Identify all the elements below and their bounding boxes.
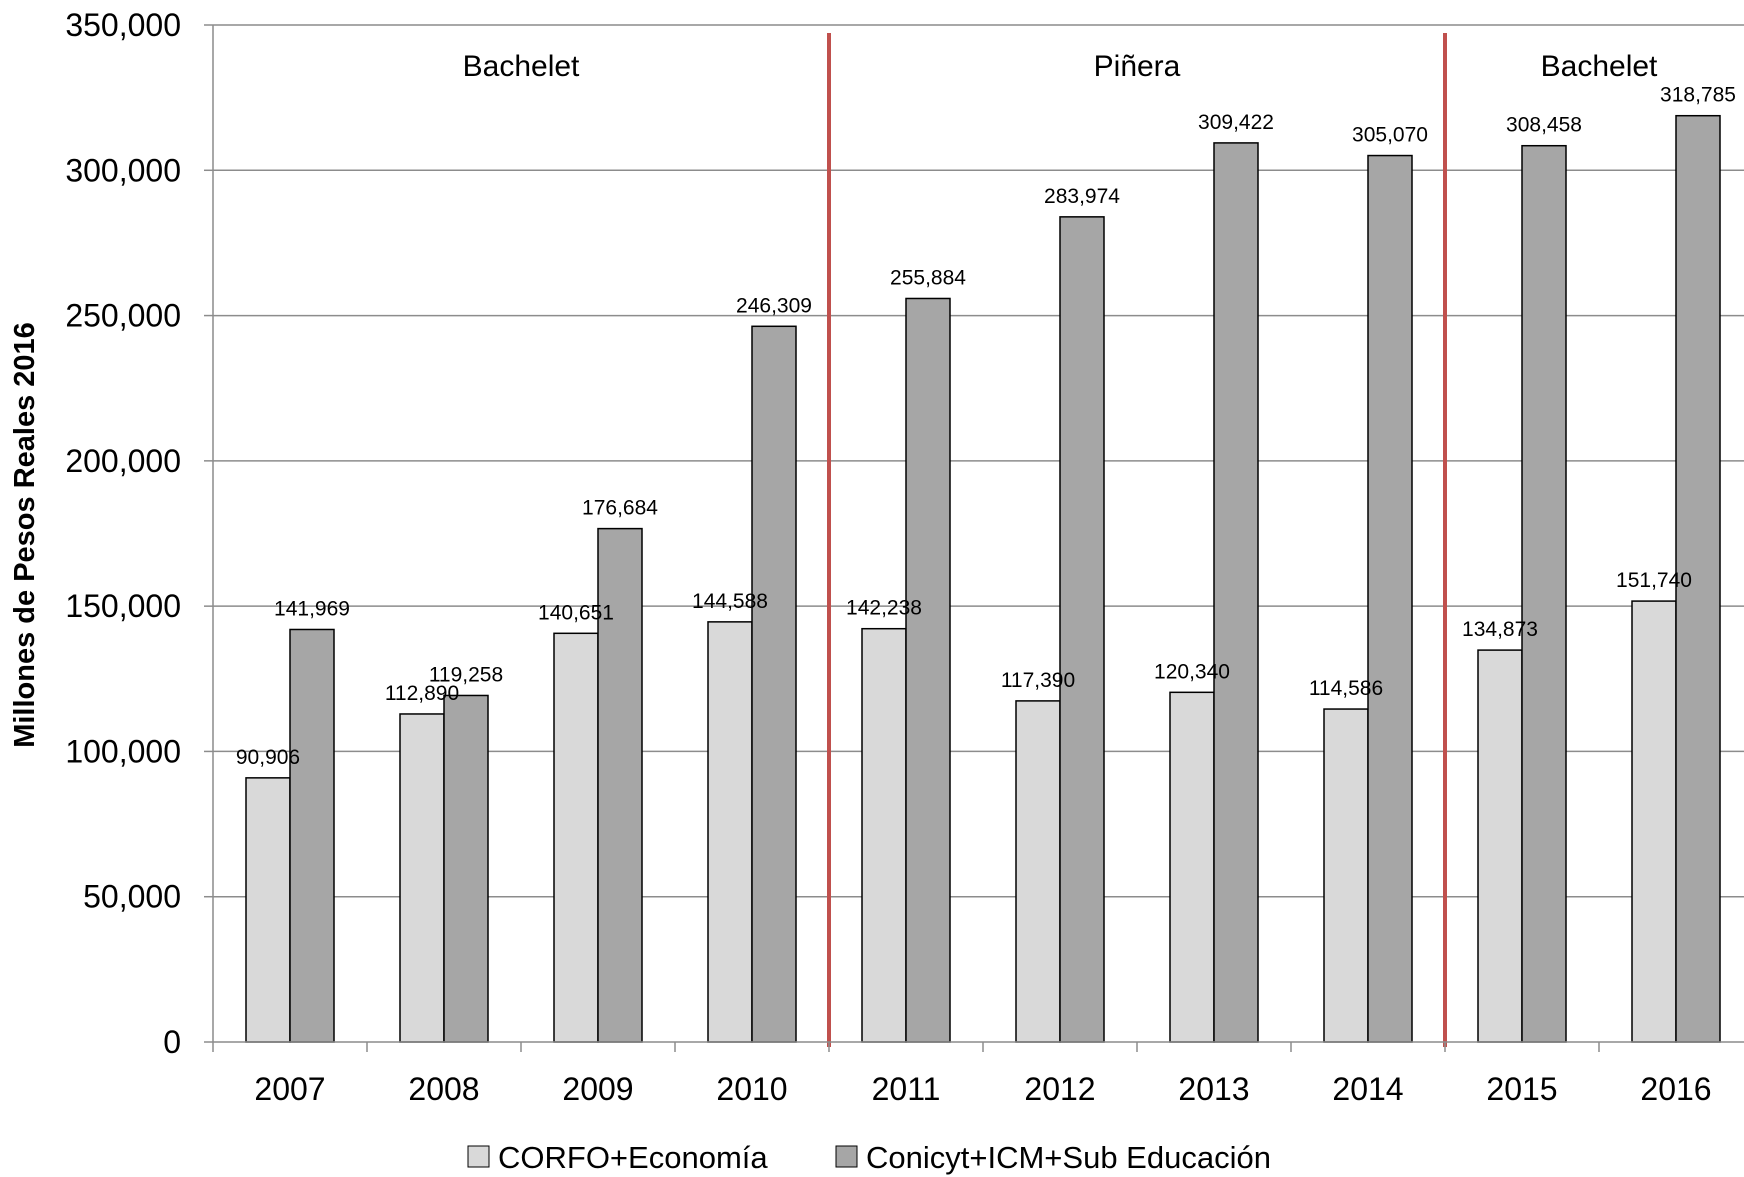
y-tick-label: 200,000 (65, 443, 181, 479)
data-label-conicyt: 255,884 (890, 266, 966, 289)
x-tick-label: 2012 (1024, 1071, 1095, 1107)
bar-corfo (707, 621, 753, 1043)
bar-corfo (1015, 700, 1061, 1043)
y-tick-label: 50,000 (83, 879, 181, 915)
y-tick-label: 150,000 (65, 588, 181, 624)
bar-corfo (1477, 649, 1523, 1043)
x-tick-label: 2008 (408, 1071, 479, 1107)
bar-corfo (1631, 600, 1677, 1043)
bar-conicyt (443, 694, 489, 1043)
data-label-conicyt: 283,974 (1044, 185, 1120, 208)
data-label-corfo: 112,890 (385, 682, 459, 705)
bar-conicyt (1059, 216, 1105, 1043)
x-tick-label: 2013 (1178, 1071, 1249, 1107)
x-tick-label: 2009 (562, 1071, 633, 1107)
bar-corfo (1169, 691, 1215, 1043)
bar-corfo (553, 632, 599, 1043)
x-tick-label: 2011 (872, 1071, 941, 1107)
y-tick-label: 0 (163, 1024, 181, 1060)
y-tick-label: 250,000 (65, 298, 181, 334)
bar-corfo (861, 627, 907, 1043)
x-tick-label: 2016 (1640, 1071, 1711, 1107)
bar-conicyt (751, 325, 797, 1043)
data-label-conicyt: 176,684 (582, 497, 658, 520)
bar-corfo (399, 713, 445, 1043)
bar-corfo (245, 777, 291, 1043)
data-label-conicyt: 141,969 (274, 597, 350, 620)
x-axis: 2007 2008 2009 2010 2011 2012 2013 2014 2015 2016 (212, 1041, 1744, 1107)
legend-swatch-corfo (467, 1145, 490, 1168)
legend-swatch-conicyt (835, 1145, 858, 1168)
bar-conicyt (289, 628, 335, 1043)
data-label-conicyt: 318,785 (1660, 84, 1736, 107)
legend-label-corfo: CORFO+Economía (498, 1140, 768, 1175)
bar-conicyt (905, 297, 951, 1043)
y-axis-title: Millones de Pesos Reales 2016 (9, 322, 41, 748)
bar-conicyt (1521, 144, 1567, 1043)
y-tick-label: 350,000 (65, 7, 181, 43)
data-label-corfo: 117,390 (1001, 669, 1075, 692)
data-label-corfo: 120,340 (1154, 660, 1230, 683)
bar-conicyt (1213, 142, 1259, 1043)
bar-corfo (1323, 708, 1369, 1043)
bars (245, 114, 1721, 1043)
period-label: Bachelet (1541, 50, 1658, 83)
data-label-corfo: 114,586 (1309, 677, 1383, 700)
x-tick-label: 2010 (716, 1071, 787, 1107)
data-label-conicyt: 305,070 (1352, 124, 1428, 147)
data-label-corfo: 151,740 (1616, 569, 1692, 592)
x-tick-label: 2014 (1332, 1071, 1403, 1107)
x-tick-label: 2015 (1486, 1071, 1557, 1107)
data-label-corfo: 142,238 (846, 597, 922, 620)
data-label-conicyt: 309,422 (1198, 111, 1274, 134)
legend-label-conicyt: Conicyt+ICM+Sub Educación (866, 1140, 1271, 1175)
data-label-corfo: 90,906 (236, 746, 300, 769)
y-axis-ticks: 0 50,000 100,000 150,000 200,000 250,000 300,0… (65, 7, 214, 1060)
period-labels: Bachelet Piñera Bachelet (463, 50, 1658, 83)
legend: CORFO+Economía Conicyt+ICM+Sub Educación (467, 1140, 1271, 1175)
period-dividers (827, 33, 1447, 1047)
data-label-corfo: 134,873 (1462, 618, 1538, 641)
period-label: Bachelet (463, 50, 580, 83)
data-label-conicyt: 119,258 (429, 663, 503, 686)
x-tick-label: 2007 (254, 1071, 325, 1107)
data-label-corfo: 140,651 (538, 601, 614, 624)
bar-conicyt (1367, 154, 1413, 1043)
y-tick-label: 100,000 (65, 733, 181, 769)
data-label-corfo: 144,588 (692, 590, 768, 613)
y-tick-label: 300,000 (65, 152, 181, 188)
data-label-conicyt: 246,309 (736, 294, 812, 317)
period-label: Piñera (1094, 50, 1181, 83)
data-label-conicyt: 308,458 (1506, 114, 1582, 137)
